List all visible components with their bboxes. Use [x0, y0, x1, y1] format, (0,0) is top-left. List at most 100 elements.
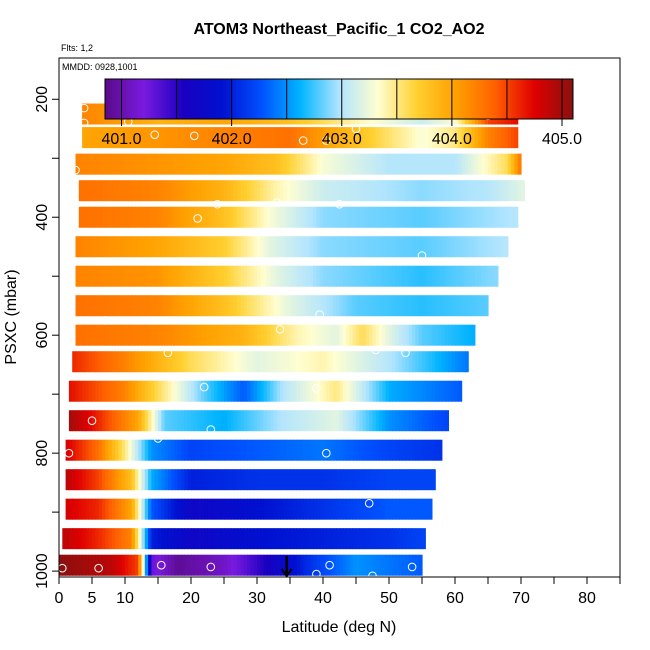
heatmap-cell — [148, 180, 152, 202]
heatmap-cell — [362, 351, 367, 373]
heatmap-cell — [395, 180, 400, 202]
heatmap-cell — [257, 498, 261, 520]
heatmap-cell — [95, 103, 100, 125]
heatmap-cell — [134, 206, 139, 228]
heatmap-cell — [171, 554, 176, 576]
heatmap-cell — [316, 153, 321, 175]
heatmap-cell — [134, 153, 139, 175]
heatmap-cell — [395, 236, 400, 258]
heatmap-cell — [365, 554, 370, 576]
heatmap-cell — [214, 295, 218, 317]
heatmap-cell — [431, 380, 436, 402]
heatmap-cell — [352, 180, 357, 202]
heatmap-cell — [283, 127, 288, 149]
heatmap-cell — [270, 324, 275, 346]
heatmap-cell — [468, 206, 473, 228]
heatmap-cell — [455, 265, 459, 287]
heatmap-cell — [296, 206, 301, 228]
heatmap-cell — [263, 295, 268, 317]
heatmap-cell — [332, 410, 337, 432]
heatmap-cell — [323, 265, 327, 287]
heatmap-cell — [220, 324, 225, 346]
heatmap-cell — [134, 439, 139, 461]
heatmap-cell — [382, 439, 387, 461]
heatmap-cell — [210, 127, 215, 149]
heatmap-cell — [85, 469, 90, 491]
heatmap-cell — [389, 351, 393, 373]
heatmap-cell — [329, 469, 334, 491]
heatmap-cell — [392, 351, 397, 373]
heatmap-cell — [438, 127, 443, 149]
heatmap-cell — [484, 180, 489, 202]
heatmap-cell — [316, 236, 321, 258]
heatmap-cell — [448, 265, 453, 287]
heatmap-cell — [247, 180, 251, 202]
heatmap-cell — [210, 153, 215, 175]
heatmap-cell — [461, 265, 466, 287]
heatmap-cell — [115, 351, 119, 373]
heatmap-cell — [144, 554, 149, 576]
heatmap-cell — [88, 469, 93, 491]
heatmap-cell — [372, 324, 377, 346]
heatmap-cell — [82, 410, 86, 432]
heatmap-cell — [428, 439, 433, 461]
y-tick-label: 800 — [34, 440, 51, 467]
heatmap-cell — [299, 236, 304, 258]
heatmap-cell — [455, 295, 459, 317]
heatmap-cell — [280, 295, 284, 317]
heatmap-cell — [392, 236, 397, 258]
heatmap-cell — [303, 180, 308, 202]
heatmap-cell — [441, 236, 446, 258]
heatmap-cell — [323, 498, 327, 520]
heatmap-cell — [422, 127, 426, 149]
heatmap-cell — [148, 206, 152, 228]
heatmap-cell — [336, 380, 341, 402]
heatmap-cell — [405, 554, 410, 576]
heatmap-cell — [108, 498, 113, 520]
heatmap-cell — [497, 127, 502, 149]
heatmap-cell — [422, 295, 426, 317]
heatmap-cell — [402, 295, 407, 317]
heatmap-cell — [494, 153, 499, 175]
heatmap-cell — [412, 127, 416, 149]
heatmap-cell — [111, 265, 116, 287]
heatmap-cell — [316, 180, 321, 202]
heatmap-cell — [82, 103, 86, 125]
heatmap-cell — [299, 469, 304, 491]
heatmap-cell — [257, 295, 261, 317]
heatmap-cell — [425, 180, 430, 202]
heatmap-cell — [418, 380, 423, 402]
heatmap-cell — [174, 127, 179, 149]
heatmap-cell — [247, 498, 251, 520]
heatmap-cell — [458, 206, 463, 228]
heatmap-cell — [98, 380, 103, 402]
observation-point — [417, 251, 427, 260]
heatmap-cell — [349, 127, 354, 149]
heatmap-cell — [194, 439, 199, 461]
heatmap-cell — [395, 380, 400, 402]
heatmap-cell — [418, 180, 423, 202]
heatmap-cell — [319, 180, 324, 202]
heatmap-cell — [474, 206, 479, 228]
heatmap-cell — [78, 439, 83, 461]
heatmap-cell — [233, 180, 238, 202]
heatmap-cell — [72, 439, 77, 461]
heatmap-cell — [118, 410, 123, 432]
heatmap-cell — [270, 410, 275, 432]
heatmap-cell — [158, 324, 162, 346]
heatmap-cell — [220, 380, 225, 402]
observation-point — [275, 324, 285, 334]
heatmap-cell — [164, 554, 169, 576]
heatmap-cell — [138, 265, 143, 287]
heatmap-cell — [191, 469, 195, 491]
heatmap-cell — [237, 498, 242, 520]
heatmap-cell — [296, 410, 301, 432]
heatmap-cell — [224, 206, 228, 228]
heatmap-cell — [280, 206, 284, 228]
heatmap-cell — [191, 236, 195, 258]
heatmap-cell — [125, 206, 129, 228]
heatmap-cell — [253, 236, 258, 258]
heatmap-cell — [299, 180, 304, 202]
heatmap-cell — [323, 295, 327, 317]
heatmap-cell — [316, 127, 321, 149]
